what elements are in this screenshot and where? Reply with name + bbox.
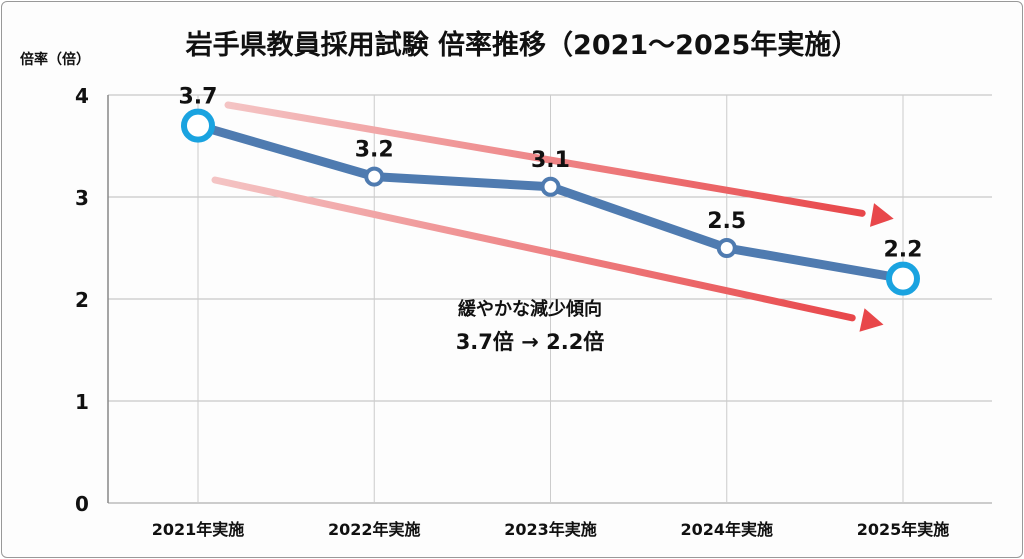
- data-label: 3.1: [531, 148, 570, 173]
- trend-arrow-head: [869, 203, 894, 227]
- trend-arrow-shaft: [211, 176, 856, 322]
- y-tick-label: 4: [75, 84, 89, 108]
- x-tick-label: 2023年実施: [504, 520, 597, 539]
- data-label: 2.2: [884, 238, 923, 263]
- y-tick-label: 3: [75, 186, 89, 210]
- y-axis-label: 倍率（倍）: [20, 51, 90, 68]
- x-tick-label: 2022年実施: [328, 520, 421, 539]
- trend-arrow: [224, 101, 894, 227]
- y-tick-label: 2: [75, 288, 89, 312]
- annotation-line2: 3.7倍 → 2.2倍: [456, 330, 605, 354]
- y-tick-label: 0: [75, 492, 89, 516]
- trend-arrow: [211, 176, 884, 332]
- x-tick-label: 2021年実施: [152, 520, 245, 539]
- chart-title: 岩手県教員採用試験 倍率推移（2021〜2025年実施）: [185, 29, 859, 61]
- data-label: 2.5: [707, 209, 746, 234]
- data-point: [181, 108, 215, 143]
- data-label: 3.7: [179, 85, 218, 110]
- data-point: [540, 176, 561, 197]
- data-label: 3.2: [355, 138, 394, 163]
- data-point: [716, 238, 737, 258]
- y-tick-label: 1: [75, 390, 89, 414]
- x-tick-label: 2025年実施: [857, 520, 950, 539]
- trend-arrow-shaft: [224, 101, 866, 217]
- x-tick-label: 2024年実施: [680, 520, 773, 539]
- data-point: [886, 261, 920, 296]
- annotation-line1: 緩やかな減少傾向: [458, 298, 602, 320]
- data-point: [364, 166, 385, 187]
- trend-arrow-head: [859, 308, 884, 332]
